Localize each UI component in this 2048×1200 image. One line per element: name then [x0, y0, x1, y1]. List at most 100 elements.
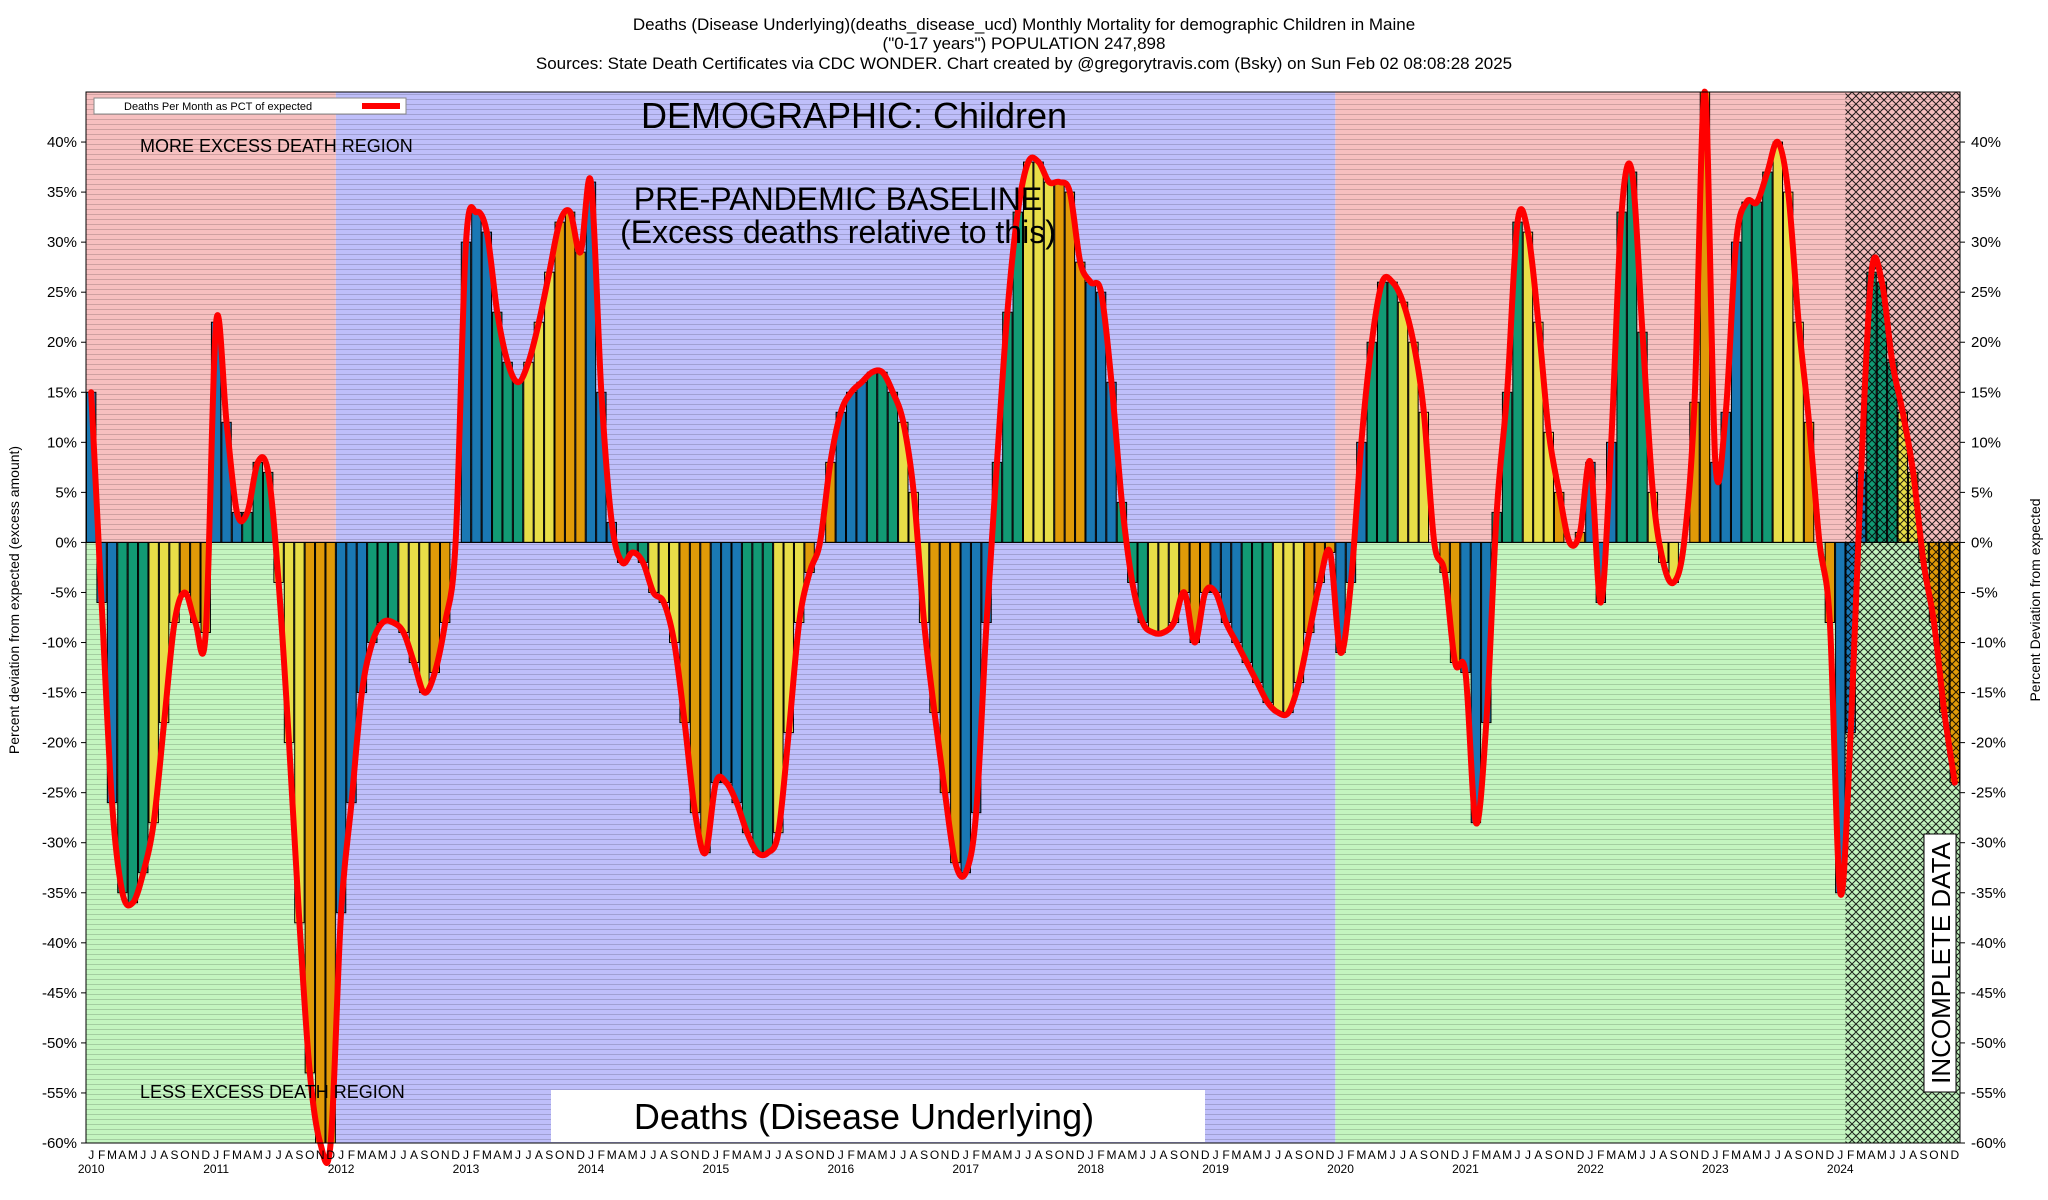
- bar: [1179, 541, 1190, 593]
- x-tick-label: A: [1409, 1148, 1417, 1162]
- x-tick-label: J: [1400, 1148, 1406, 1162]
- trend-line: [88, 88, 1958, 1166]
- y-tick-label: 30%: [47, 234, 77, 251]
- x-tick-label: O: [180, 1148, 189, 1162]
- y-tick-label: 40%: [1971, 134, 2001, 151]
- x-tick-label: A: [785, 1148, 793, 1162]
- x-tick-label: F: [473, 1148, 480, 1162]
- x-tick-label: N: [691, 1148, 700, 1162]
- x-tick-label: M: [877, 1148, 887, 1162]
- x-year-label: 2013: [453, 1162, 480, 1176]
- x-tick-label: O: [1305, 1148, 1314, 1162]
- x-tick-label: F: [98, 1148, 105, 1162]
- bar: [1397, 301, 1409, 543]
- bar: [1064, 191, 1076, 543]
- x-tick-label: J: [1390, 1148, 1396, 1162]
- x-tick-label: F: [348, 1148, 355, 1162]
- x-year-label: 2022: [1577, 1162, 1604, 1176]
- x-tick-label: J: [276, 1148, 282, 1162]
- x-tick-label: N: [816, 1148, 825, 1162]
- y-tick-label: 0%: [1971, 534, 1993, 551]
- y-tick-label: -55%: [1971, 1085, 2006, 1102]
- y-tick-label: -60%: [1971, 1135, 2006, 1152]
- y-tick-label: -55%: [42, 1085, 77, 1102]
- bar: [502, 361, 513, 543]
- x-tick-label: A: [1784, 1148, 1792, 1162]
- x-tick-label: S: [1545, 1148, 1553, 1162]
- y-tick-label: 5%: [55, 484, 77, 501]
- x-tick-label: A: [1160, 1148, 1168, 1162]
- x-tick-label: D: [201, 1148, 210, 1162]
- bar: [700, 541, 711, 854]
- x-tick-label: J: [1140, 1148, 1146, 1162]
- x-tick-label: D: [1451, 1148, 1460, 1162]
- bar: [762, 541, 774, 854]
- x-tick-label: D: [1076, 1148, 1085, 1162]
- x-tick-label: M: [1627, 1148, 1637, 1162]
- x-tick-label: M: [1231, 1148, 1241, 1162]
- y-tick-label: 25%: [1971, 284, 2001, 301]
- bar: [544, 271, 555, 543]
- x-tick-label: J: [463, 1148, 469, 1162]
- bar: [846, 391, 857, 543]
- bar: [752, 541, 763, 854]
- x-tick-label: J: [1764, 1148, 1770, 1162]
- y-tick-label: -15%: [1971, 685, 2006, 702]
- bar: [1751, 201, 1763, 543]
- y-tick-label: 35%: [1971, 184, 2001, 201]
- x-tick-label: A: [535, 1148, 543, 1162]
- x-tick-label: J: [1900, 1148, 1906, 1162]
- bar: [1252, 541, 1263, 684]
- bar: [1231, 541, 1242, 644]
- x-tick-label: M: [732, 1148, 742, 1162]
- y-tick-label: -30%: [1971, 835, 2006, 852]
- x-tick-label: M: [1377, 1148, 1387, 1162]
- x-tick-label: N: [441, 1148, 450, 1162]
- x-tick-label: S: [670, 1148, 678, 1162]
- x-tick-label: J: [838, 1148, 844, 1162]
- bar: [1210, 541, 1221, 593]
- x-year-label: 2023: [1702, 1162, 1729, 1176]
- x-tick-label: F: [223, 1148, 230, 1162]
- x-year-label: 2016: [827, 1162, 854, 1176]
- bar: [523, 361, 534, 543]
- x-tick-label: D: [1701, 1148, 1710, 1162]
- x-tick-label: S: [545, 1148, 553, 1162]
- x-tick-label: M: [503, 1148, 513, 1162]
- x-tick-label: F: [1222, 1148, 1229, 1162]
- y-tick-label: -35%: [42, 885, 77, 902]
- x-tick-label: J: [1150, 1148, 1156, 1162]
- bar: [1241, 541, 1253, 664]
- x-tick-label: M: [378, 1148, 388, 1162]
- x-tick-label: J: [900, 1148, 906, 1162]
- x-tick-label: M: [628, 1148, 638, 1162]
- x-tick-label: M: [1877, 1148, 1887, 1162]
- x-tick-label: M: [1731, 1148, 1741, 1162]
- x-tick-label: A: [118, 1148, 126, 1162]
- x-tick-label: J: [1775, 1148, 1781, 1162]
- x-tick-label: D: [826, 1148, 835, 1162]
- x-tick-label: D: [701, 1148, 710, 1162]
- x-tick-label: N: [1940, 1148, 1949, 1162]
- x-tick-label: J: [588, 1148, 594, 1162]
- less-excess-region-label: LESS EXCESS DEATH REGION: [140, 1082, 405, 1102]
- y-tick-label: -45%: [42, 985, 77, 1002]
- x-tick-label: J: [140, 1148, 146, 1162]
- x-tick-label: F: [848, 1148, 855, 1162]
- bar: [741, 541, 753, 834]
- x-tick-label: A: [743, 1148, 751, 1162]
- bar: [1147, 541, 1159, 634]
- x-year-label: 2024: [1827, 1162, 1854, 1176]
- bar: [575, 251, 586, 543]
- bar: [950, 541, 961, 864]
- x-tick-label: J: [1515, 1148, 1521, 1162]
- x-tick-label: M: [253, 1148, 263, 1162]
- x-tick-label: N: [1190, 1148, 1199, 1162]
- x-tick-label: F: [1847, 1148, 1854, 1162]
- x-tick-label: M: [607, 1148, 617, 1162]
- x-year-label: 2019: [1202, 1162, 1229, 1176]
- x-tick-label: A: [1743, 1148, 1751, 1162]
- legend-box: [93, 97, 407, 115]
- bar: [1741, 201, 1752, 543]
